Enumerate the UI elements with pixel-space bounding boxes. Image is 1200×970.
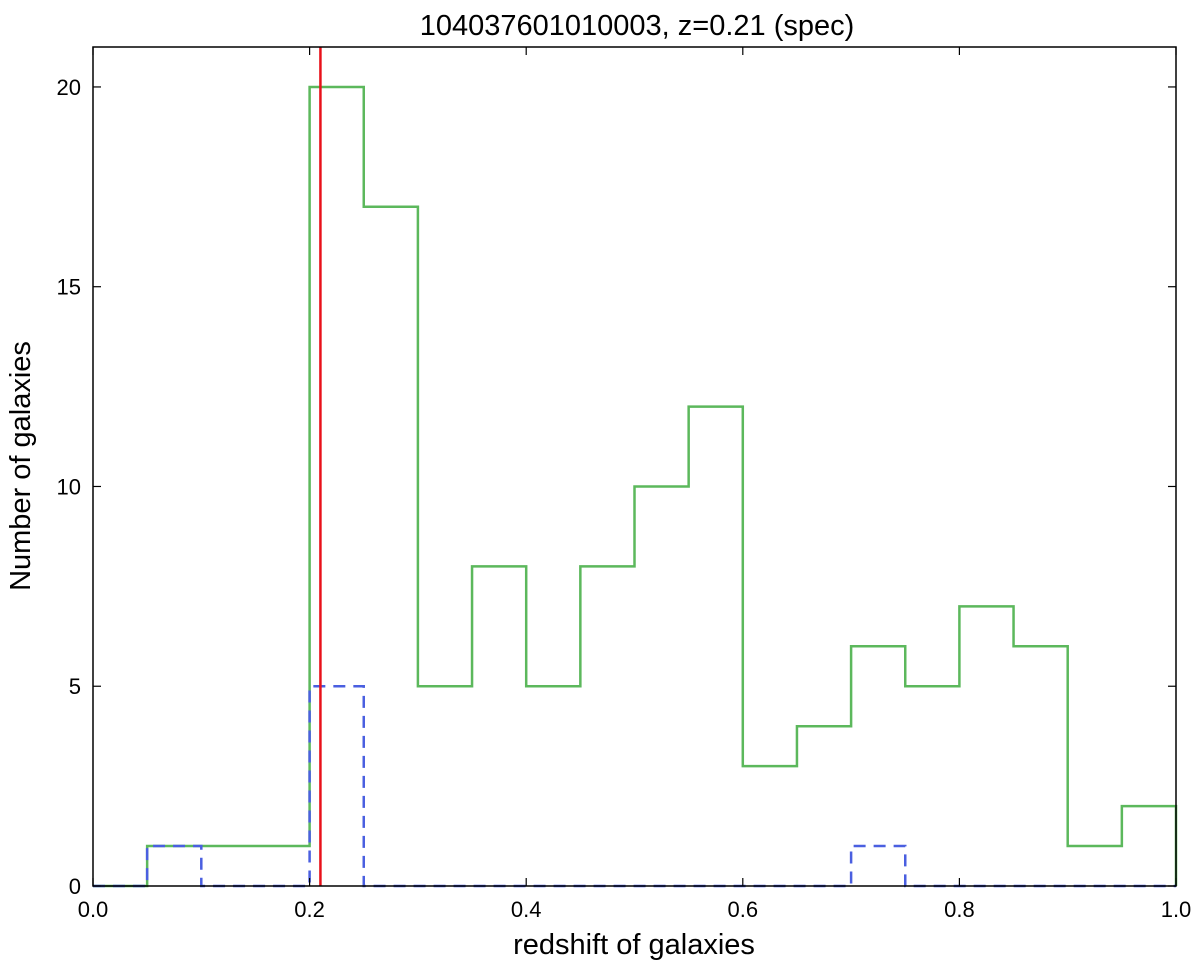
x-axis-title: redshift of galaxies [513,929,755,961]
y-tick-label: 20 [57,75,81,100]
x-tick-label: 0.2 [294,897,325,922]
x-tick-label: 1.0 [1161,897,1192,922]
chart-title: 104037601010003, z=0.21 (spec) [420,10,855,42]
y-tick-label: 0 [69,874,81,899]
x-tick-label: 0.8 [944,897,975,922]
solid-histogram-series [93,85,1178,888]
y-tick-label: 15 [57,275,81,300]
axis-ticks: 0.0 0.2 0.4 0.6 0.8 1.0 0 5 10 15 20 [57,47,1192,922]
y-axis-title: Number of galaxies [5,341,37,591]
x-tick-label: 0.4 [511,897,542,922]
y-tick-label: 5 [69,674,81,699]
x-tick-label: 0.6 [728,897,759,922]
dashed-histogram-series [93,684,1176,888]
plot-area [93,47,1178,888]
plot-frame [92,46,1177,887]
x-tick-label: 0.0 [78,897,109,922]
y-tick-label: 10 [57,474,81,499]
